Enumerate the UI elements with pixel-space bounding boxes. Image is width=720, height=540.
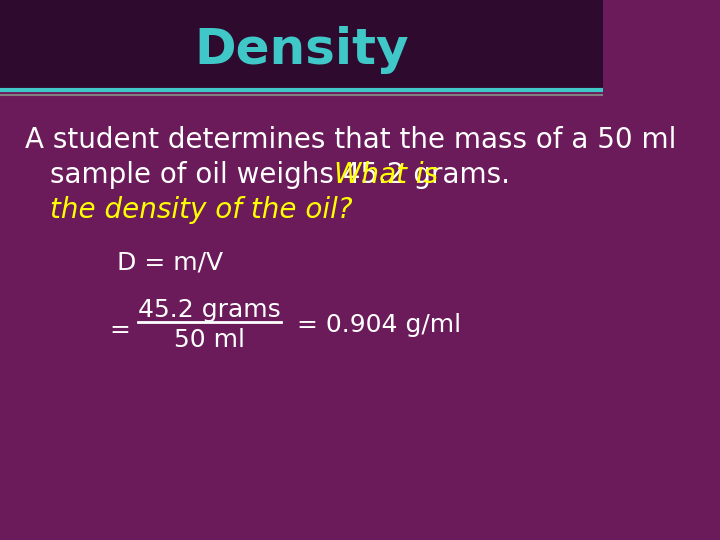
Text: A student determines that the mass of a 50 ml: A student determines that the mass of a … <box>25 126 677 154</box>
Text: the density of the oil?: the density of the oil? <box>50 196 353 224</box>
Text: = 0.904 g/ml: = 0.904 g/ml <box>297 313 462 337</box>
Text: What is: What is <box>334 161 438 189</box>
Text: Density: Density <box>194 26 409 74</box>
Text: sample of oil weighs 45.2 grams.: sample of oil weighs 45.2 grams. <box>50 161 528 189</box>
FancyBboxPatch shape <box>0 0 603 90</box>
Text: 45.2 grams: 45.2 grams <box>138 298 281 322</box>
Text: 50 ml: 50 ml <box>174 328 245 352</box>
Text: =: = <box>109 318 130 342</box>
Text: D = m/V: D = m/V <box>117 250 223 274</box>
